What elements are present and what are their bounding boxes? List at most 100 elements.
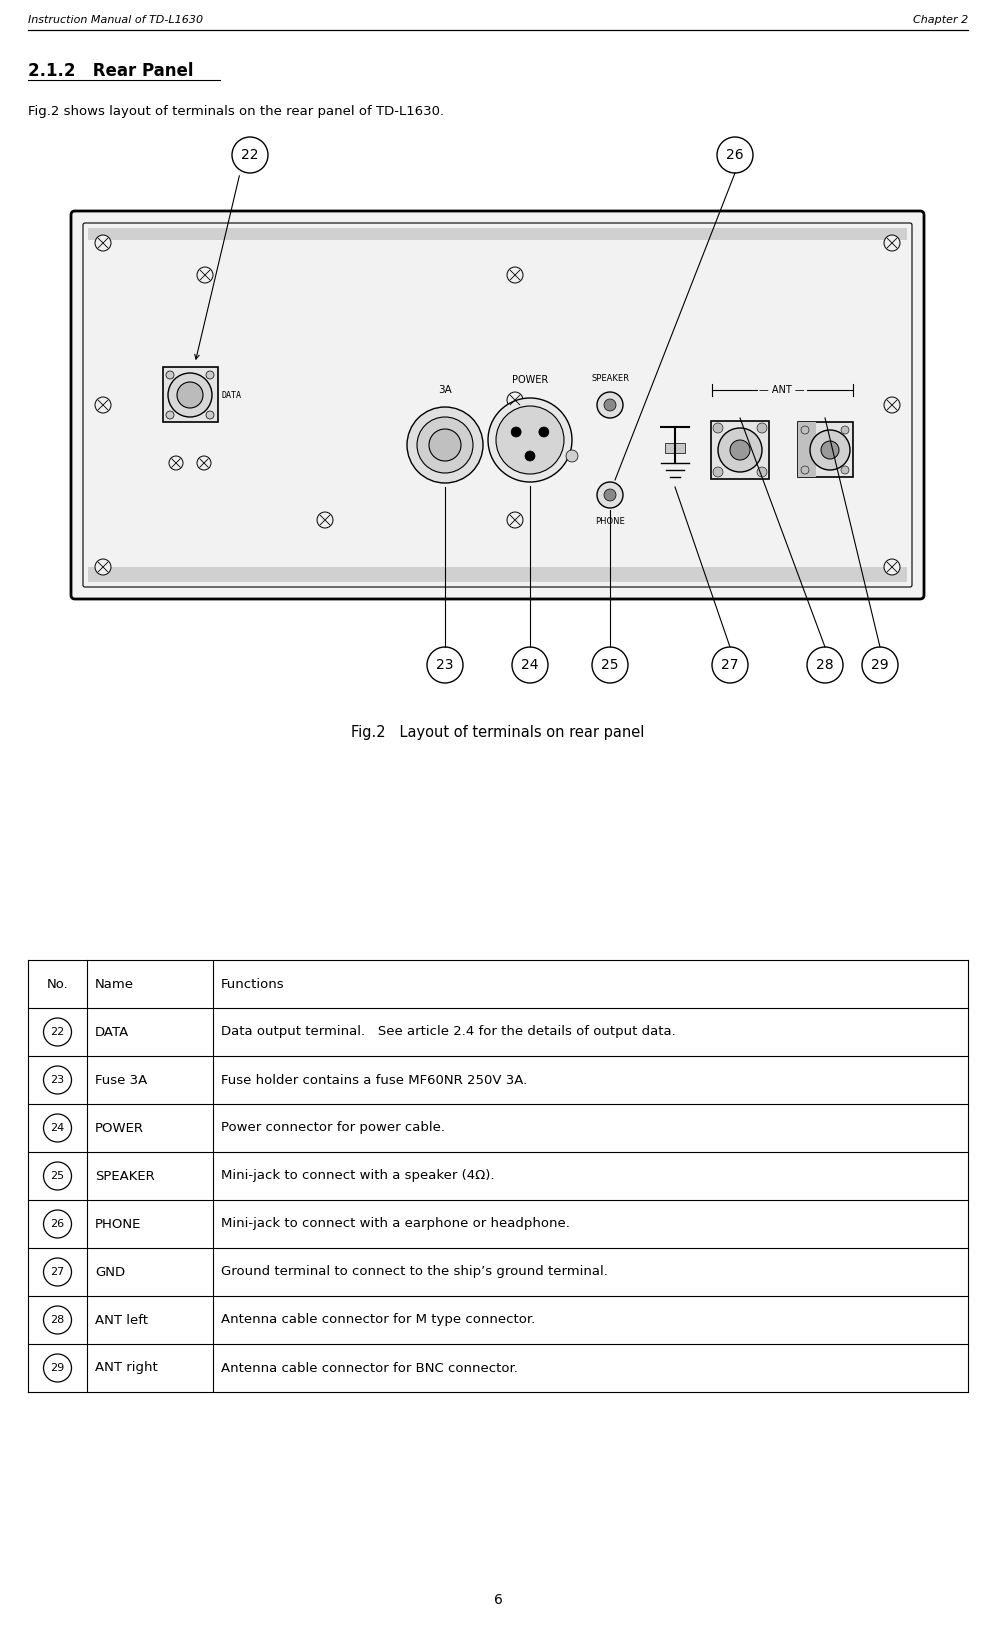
Circle shape bbox=[44, 1114, 72, 1141]
Text: 29: 29 bbox=[51, 1363, 65, 1372]
Text: 26: 26 bbox=[726, 148, 744, 163]
Text: — ANT —: — ANT — bbox=[759, 384, 805, 396]
Text: DATA: DATA bbox=[222, 391, 242, 399]
Circle shape bbox=[884, 234, 900, 251]
Text: 24: 24 bbox=[521, 658, 539, 672]
Text: 26: 26 bbox=[51, 1219, 65, 1229]
Circle shape bbox=[95, 558, 111, 575]
Text: 28: 28 bbox=[816, 658, 834, 672]
Text: Mini-jack to connect with a earphone or headphone.: Mini-jack to connect with a earphone or … bbox=[221, 1218, 570, 1231]
Circle shape bbox=[801, 466, 809, 474]
Text: 22: 22 bbox=[241, 148, 259, 163]
Text: Ground terminal to connect to the ship’s ground terminal.: Ground terminal to connect to the ship’s… bbox=[221, 1265, 608, 1278]
Bar bbox=[28, 1057, 968, 1104]
Circle shape bbox=[597, 392, 623, 418]
Text: Fuse holder contains a fuse MF60NR 250V 3A.: Fuse holder contains a fuse MF60NR 250V … bbox=[221, 1073, 527, 1086]
Bar bbox=[711, 422, 769, 479]
Text: 28: 28 bbox=[51, 1315, 65, 1325]
Text: Fig.2 shows layout of terminals on the rear panel of TD-L1630.: Fig.2 shows layout of terminals on the r… bbox=[28, 104, 444, 117]
Circle shape bbox=[95, 397, 111, 414]
Bar bbox=[88, 228, 907, 239]
Text: 22: 22 bbox=[51, 1027, 65, 1037]
Bar bbox=[28, 1008, 968, 1057]
Text: Functions: Functions bbox=[221, 977, 285, 990]
Text: SPEAKER: SPEAKER bbox=[95, 1169, 154, 1182]
Text: Antenna cable connector for BNC connector.: Antenna cable connector for BNC connecto… bbox=[221, 1361, 518, 1374]
Circle shape bbox=[507, 267, 523, 283]
Circle shape bbox=[44, 1210, 72, 1237]
Bar bbox=[28, 1345, 968, 1392]
Text: SPEAKER: SPEAKER bbox=[591, 374, 629, 383]
Text: Chapter 2: Chapter 2 bbox=[912, 15, 968, 24]
Bar bbox=[28, 1153, 968, 1200]
Text: Mini-jack to connect with a speaker (4Ω).: Mini-jack to connect with a speaker (4Ω)… bbox=[221, 1169, 494, 1182]
Text: POWER: POWER bbox=[95, 1122, 144, 1135]
Text: Fuse 3A: Fuse 3A bbox=[95, 1073, 147, 1086]
Bar bbox=[28, 1104, 968, 1153]
FancyBboxPatch shape bbox=[71, 212, 924, 599]
Circle shape bbox=[604, 488, 616, 501]
Text: 25: 25 bbox=[51, 1171, 65, 1180]
Circle shape bbox=[713, 467, 723, 477]
Text: POWER: POWER bbox=[512, 374, 548, 384]
Text: 3A: 3A bbox=[438, 384, 452, 396]
Circle shape bbox=[730, 440, 750, 461]
Circle shape bbox=[169, 456, 183, 470]
Text: DATA: DATA bbox=[95, 1026, 129, 1039]
Circle shape bbox=[597, 482, 623, 508]
Circle shape bbox=[44, 1306, 72, 1333]
Circle shape bbox=[539, 427, 549, 436]
Circle shape bbox=[757, 423, 767, 433]
Text: 29: 29 bbox=[872, 658, 888, 672]
Circle shape bbox=[810, 430, 850, 470]
Text: 27: 27 bbox=[51, 1267, 65, 1276]
Circle shape bbox=[801, 427, 809, 435]
Text: 27: 27 bbox=[721, 658, 739, 672]
Circle shape bbox=[507, 392, 523, 409]
Circle shape bbox=[821, 441, 839, 459]
Bar bbox=[28, 961, 968, 1008]
Circle shape bbox=[166, 410, 174, 418]
Circle shape bbox=[168, 373, 212, 417]
Bar bbox=[798, 422, 816, 477]
Circle shape bbox=[884, 558, 900, 575]
Text: Instruction Manual of TD-L1630: Instruction Manual of TD-L1630 bbox=[28, 15, 203, 24]
Text: 2.1.2   Rear Panel: 2.1.2 Rear Panel bbox=[28, 62, 193, 80]
Circle shape bbox=[712, 646, 748, 684]
Circle shape bbox=[496, 405, 564, 474]
Circle shape bbox=[884, 397, 900, 414]
Circle shape bbox=[427, 646, 463, 684]
Circle shape bbox=[713, 423, 723, 433]
Circle shape bbox=[525, 451, 535, 461]
Circle shape bbox=[511, 427, 521, 436]
Circle shape bbox=[44, 1354, 72, 1382]
Text: PHONE: PHONE bbox=[596, 518, 624, 526]
Circle shape bbox=[566, 449, 578, 462]
Bar bbox=[28, 1200, 968, 1249]
Circle shape bbox=[407, 407, 483, 484]
Text: 6: 6 bbox=[494, 1594, 502, 1607]
Text: 24: 24 bbox=[51, 1123, 65, 1133]
Bar bbox=[28, 1249, 968, 1296]
Circle shape bbox=[197, 456, 211, 470]
Circle shape bbox=[206, 410, 214, 418]
Text: 23: 23 bbox=[436, 658, 454, 672]
Text: 23: 23 bbox=[51, 1074, 65, 1084]
Text: Power connector for power cable.: Power connector for power cable. bbox=[221, 1122, 445, 1135]
Circle shape bbox=[507, 511, 523, 527]
Text: Name: Name bbox=[95, 977, 134, 990]
Circle shape bbox=[44, 1018, 72, 1047]
Text: GND: GND bbox=[95, 1265, 125, 1278]
Circle shape bbox=[512, 646, 548, 684]
Bar bbox=[88, 567, 907, 581]
Circle shape bbox=[488, 397, 572, 482]
Circle shape bbox=[166, 371, 174, 379]
Circle shape bbox=[417, 417, 473, 474]
Text: Fig.2   Layout of terminals on rear panel: Fig.2 Layout of terminals on rear panel bbox=[352, 724, 644, 741]
Circle shape bbox=[177, 383, 203, 409]
Circle shape bbox=[44, 1162, 72, 1190]
Circle shape bbox=[717, 137, 753, 173]
Bar bbox=[798, 422, 853, 477]
Text: ANT right: ANT right bbox=[95, 1361, 157, 1374]
Bar bbox=[28, 1296, 968, 1345]
